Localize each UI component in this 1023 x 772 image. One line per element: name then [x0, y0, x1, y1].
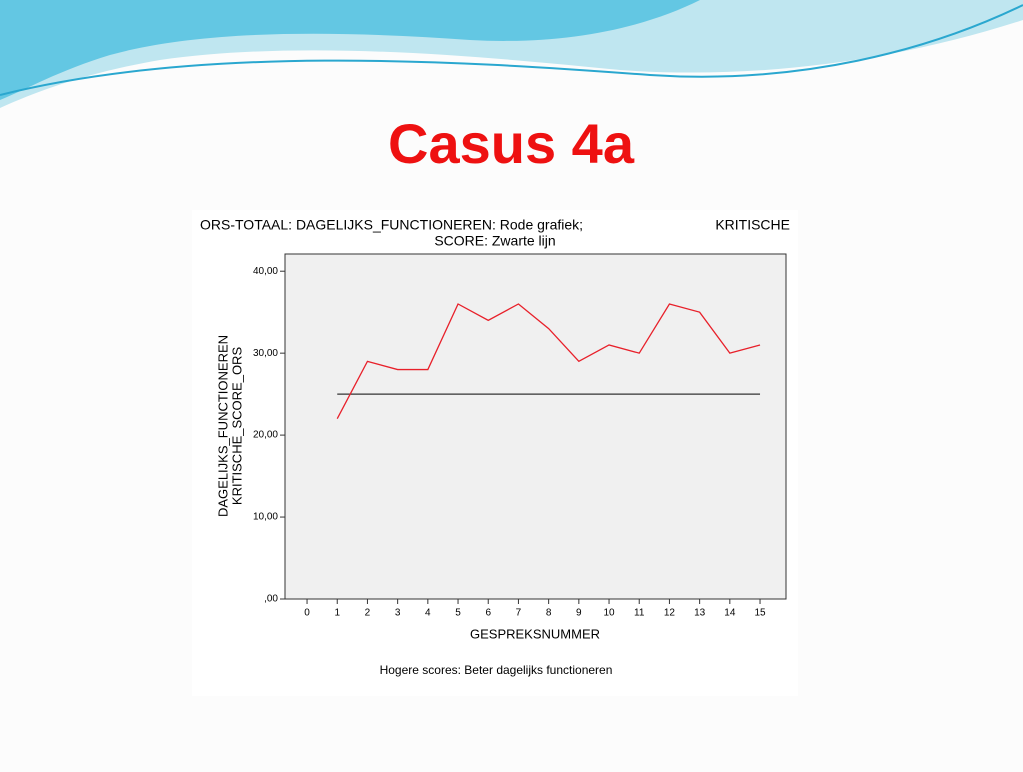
x-tick-label: 9 — [576, 608, 582, 619]
x-tick-label: 6 — [485, 608, 491, 619]
y-axis-label: DAGELIJKS_FUNCTIONEREN — [215, 335, 230, 517]
data-line — [336, 303, 761, 420]
slide-title: Casus 4a — [388, 112, 635, 175]
chart-title: ORS-TOTAAL: DAGELIJKS_FUNCTIONEREN: Rode… — [200, 217, 583, 233]
x-tick-label: 15 — [754, 608, 766, 619]
x-tick-label: 12 — [664, 608, 676, 619]
x-tick-label: 11 — [634, 608, 645, 619]
x-tick-label: 2 — [365, 608, 371, 619]
y-tick-label: 40,00 — [253, 266, 278, 277]
x-axis-label: GESPREKSNUMMER — [470, 626, 600, 641]
chart-title: KRITISCHE — [715, 217, 790, 233]
x-tick-label: 8 — [546, 608, 552, 619]
x-tick-label: 3 — [395, 608, 401, 619]
wave — [0, 0, 700, 100]
x-tick-label: 10 — [603, 608, 615, 619]
x-tick-label: 0 — [304, 608, 310, 619]
wave-line — [0, 4, 1023, 96]
y-tick-label: 20,00 — [253, 430, 278, 441]
x-tick-label: 5 — [455, 608, 461, 619]
plot-area — [284, 253, 787, 600]
x-tick-label: 1 — [334, 608, 340, 619]
footnote: Hogere scores: Beter dagelijks functione… — [380, 663, 613, 677]
x-tick-label: 4 — [425, 608, 431, 619]
x-tick-label: 14 — [724, 608, 736, 619]
x-tick-label: 7 — [516, 608, 522, 619]
y-tick-label: 30,00 — [253, 348, 278, 359]
chart-title: SCORE: Zwarte lijn — [434, 233, 555, 249]
y-tick-label: 10,00 — [253, 512, 278, 523]
x-tick-label: 13 — [694, 608, 706, 619]
y-axis-label: KRITISCHE_SCORE_ORS — [229, 347, 244, 506]
y-tick-label: ,00 — [264, 594, 278, 605]
